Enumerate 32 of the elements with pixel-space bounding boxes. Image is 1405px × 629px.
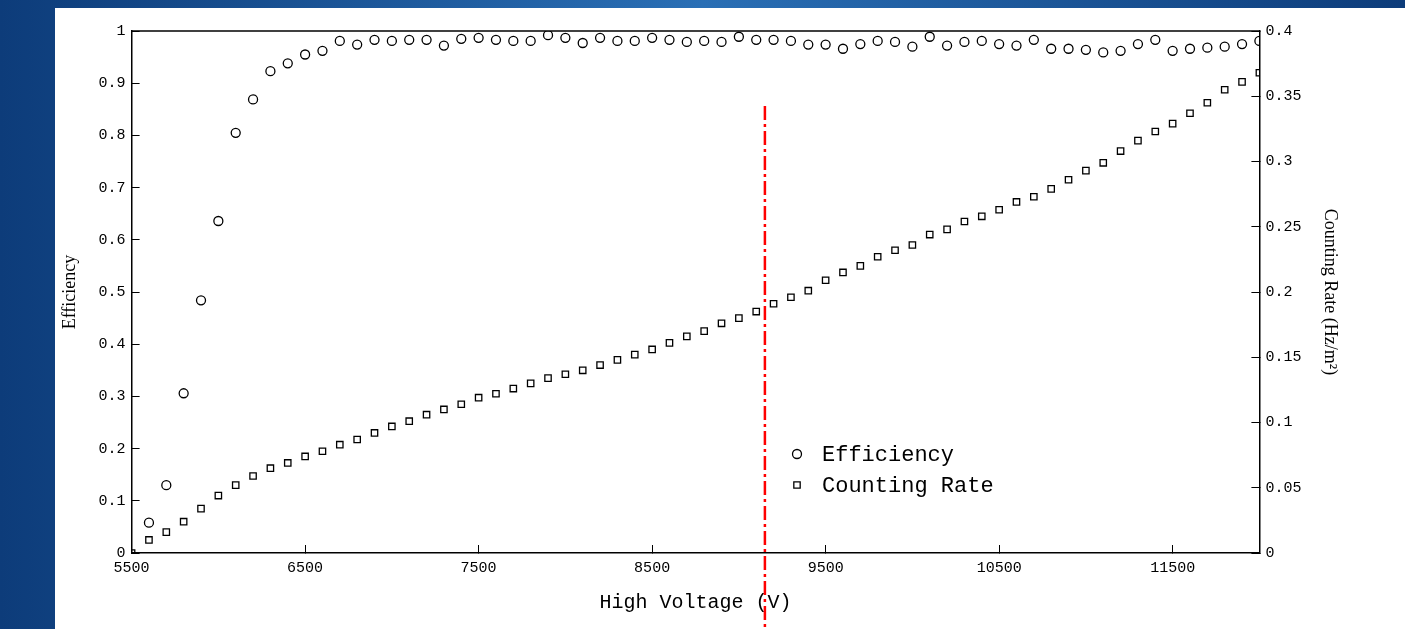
y2-tick-label: 0.25 <box>1265 218 1302 236</box>
x-tick-label: 9500 <box>807 559 844 577</box>
y-axis-title: Efficiency <box>58 254 79 330</box>
y2-tick-label: 0.15 <box>1265 349 1302 367</box>
y2-tick-label: 0.35 <box>1265 88 1302 106</box>
y2-tick-label: 0.3 <box>1265 153 1293 171</box>
y2-tick-label: 0.2 <box>1265 283 1293 301</box>
x-tick-label: 6500 <box>287 559 324 577</box>
y-tick-label: 0.4 <box>98 336 126 354</box>
legend-label: Counting Rate <box>822 473 994 499</box>
legend-label: Efficiency <box>822 442 955 468</box>
y-tick-label: 0.8 <box>98 127 126 145</box>
y-tick-label: 1 <box>116 22 126 40</box>
y2-tick-label: 0.4 <box>1265 22 1293 40</box>
x-tick-label: 10500 <box>976 559 1022 577</box>
y2-tick-label: 0.1 <box>1265 414 1293 432</box>
y-tick-label: 0.7 <box>98 179 126 197</box>
x-tick-label: 7500 <box>460 559 497 577</box>
y2-tick-label: 0.05 <box>1265 479 1302 497</box>
y2-tick-label: 0 <box>1265 544 1275 562</box>
x-tick-label: 5500 <box>113 559 150 577</box>
y-tick-label: 0.5 <box>98 283 126 301</box>
y-tick-label: 0.9 <box>98 75 126 93</box>
y-tick-label: 0.2 <box>98 440 126 458</box>
y-tick-label: 0.1 <box>98 492 126 510</box>
y-tick-label: 0.3 <box>98 388 126 406</box>
x-axis-title: High Voltage (V) <box>599 591 792 615</box>
y-tick-label: 0.6 <box>98 231 126 249</box>
x-tick-label: 11500 <box>1150 559 1196 577</box>
x-tick-label: 8500 <box>634 559 671 577</box>
y-tick-label: 0 <box>116 544 126 562</box>
y2-axis-title: Counting Rate (Hz/m²) <box>1320 208 1342 376</box>
